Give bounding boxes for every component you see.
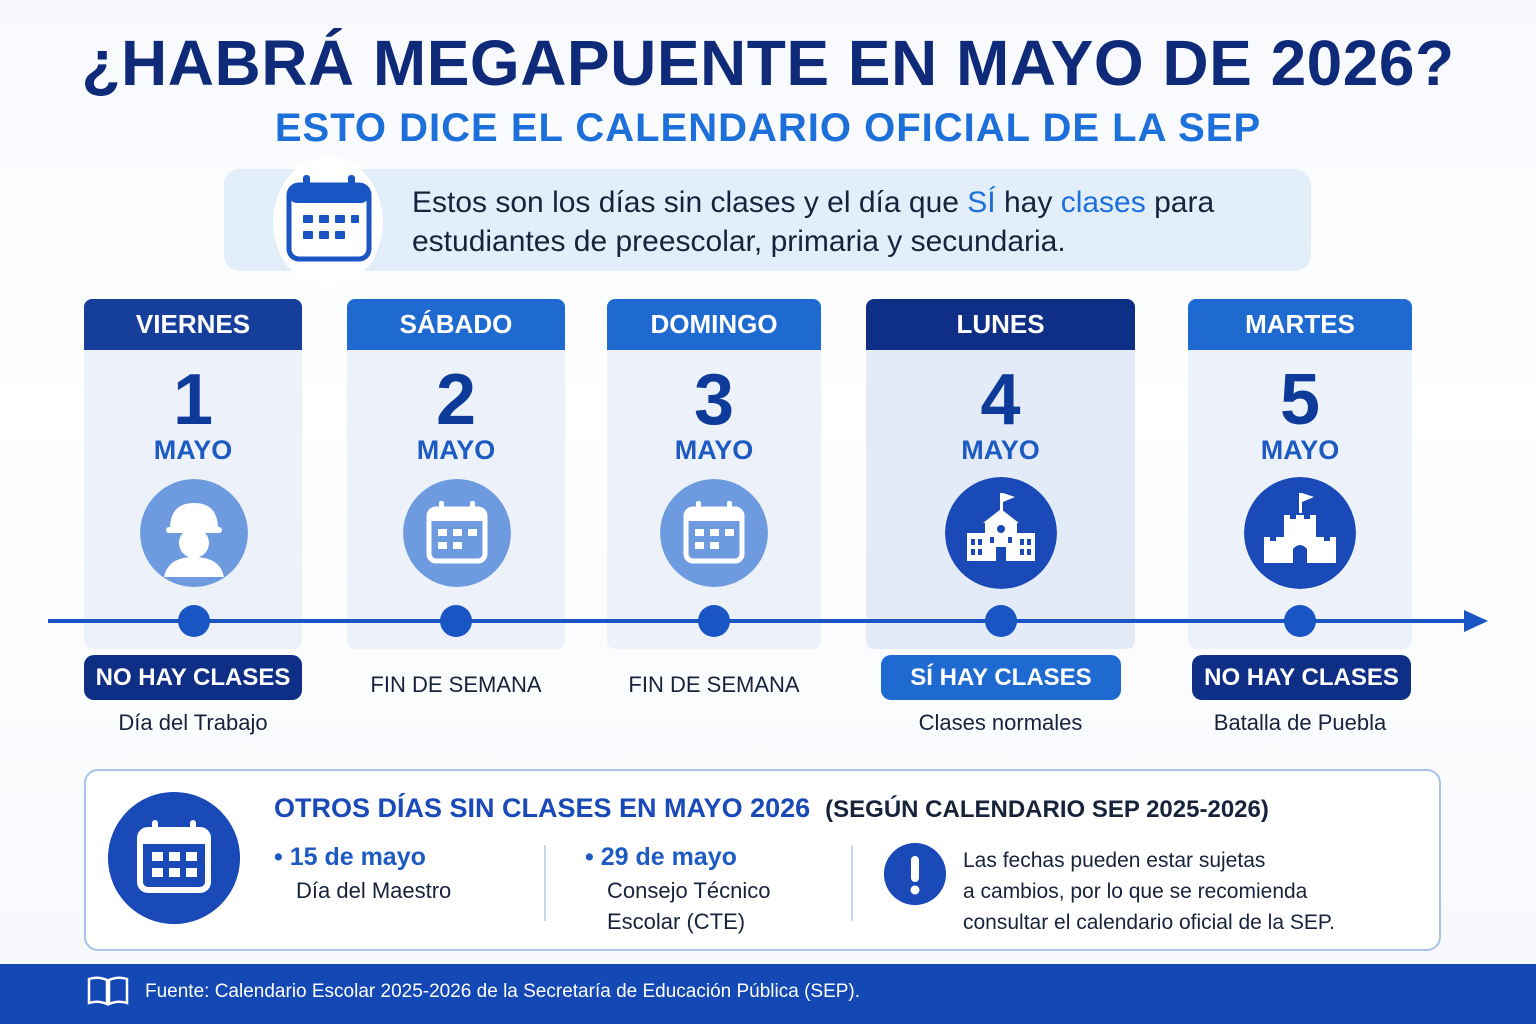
day-weekday: LUNES	[866, 299, 1135, 350]
other-day-desc: Consejo Técnico Escolar (CTE)	[607, 875, 770, 937]
other-days-title-main: OTROS DÍAS SIN CLASES EN MAYO 2026	[274, 793, 811, 823]
intro-highlight: clases	[1060, 186, 1146, 219]
intro-text: Estos son los días sin clases y el día q…	[412, 183, 1292, 261]
day-card-5: MARTES 5 MAYO	[1188, 299, 1412, 649]
timeline-dot	[1284, 605, 1316, 637]
book-icon	[87, 976, 129, 1006]
intro-text-part: para	[1145, 186, 1215, 219]
day-caption: Batalla de Puebla	[1213, 710, 1387, 735]
other-days-box	[84, 769, 1441, 951]
day-number: 4	[980, 360, 1021, 440]
calendar-icon	[660, 479, 768, 587]
castle-icon	[1244, 477, 1356, 589]
other-day-desc-line: Escolar (CTE)	[607, 909, 746, 934]
day-caption: Día del Trabajo	[118, 710, 268, 735]
page-subtitle: ESTO DICE EL CALENDARIO OFICIAL DE LA SE…	[274, 106, 1262, 150]
note-line: consultar el calendario oficial de la SE…	[963, 911, 1336, 934]
other-day-date-text: 29 de mayo	[600, 843, 737, 871]
note-line: a cambios, por lo que se recomienda	[963, 880, 1308, 903]
calendar-icon	[403, 479, 511, 587]
day-number: 2	[435, 360, 477, 440]
status-text: FIN DE SEMANA	[628, 672, 800, 697]
other-day-desc: Día del Maestro	[296, 878, 452, 903]
footer-bar	[0, 964, 1536, 1024]
timeline-dot	[698, 605, 730, 637]
day-weekday: DOMINGO	[607, 299, 821, 350]
day-weekday: SÁBADO	[347, 299, 565, 350]
day-weekday: MARTES	[1188, 299, 1412, 350]
source-text: Fuente: Calendario Escolar 2025-2026 de …	[145, 981, 861, 1002]
day-card-4: LUNES 4 MAYO	[866, 299, 1135, 649]
day-number: 3	[693, 360, 735, 440]
day-number: 5	[1279, 360, 1321, 440]
other-day-desc-line: Consejo Técnico	[607, 878, 771, 903]
school-icon	[945, 477, 1057, 589]
status-badge: SÍ HAY CLASES	[881, 655, 1121, 700]
day-card-1: VIERNES 1 MAYO	[84, 299, 302, 649]
page-title: ¿HABRÁ MEGAPUENTE EN MAYO DE 2026?	[81, 27, 1455, 99]
day-card-body	[607, 299, 821, 649]
intro-text-part: Estos son los días sin clases y el día q…	[412, 186, 968, 219]
intro-text-line2: estudiantes de preescolar, primaria y se…	[412, 225, 1066, 258]
day-weekday: VIERNES	[84, 299, 302, 350]
timeline-line	[48, 619, 1470, 623]
worker-icon	[140, 479, 248, 587]
other-days-title-note: (SEGÚN CALENDARIO SEP 2025-2026)	[825, 796, 1269, 823]
day-month: MAYO	[674, 435, 754, 465]
warning-icon	[884, 843, 946, 905]
day-month: MAYO	[1260, 435, 1340, 465]
divider	[851, 845, 853, 921]
calendar-icon	[286, 175, 372, 262]
divider	[544, 845, 546, 921]
day-card-body	[866, 299, 1135, 649]
other-day-date-text: 15 de mayo	[289, 843, 426, 871]
intro-text-part: hay	[995, 186, 1061, 219]
day-card-body	[84, 299, 302, 649]
other-day-date: • 15 de mayo	[274, 843, 426, 871]
timeline-dot	[178, 605, 210, 637]
calendar-icon	[108, 792, 240, 924]
status-badge: NO HAY CLASES	[84, 655, 302, 700]
day-number: 1	[172, 360, 214, 440]
day-month: MAYO	[416, 435, 496, 465]
timeline-arrow-icon	[1464, 610, 1488, 632]
day-card-body	[1188, 299, 1412, 649]
disclaimer-note: Las fechas pueden estar sujetas a cambio…	[963, 845, 1403, 938]
timeline-dot	[440, 605, 472, 637]
intro-banner	[224, 169, 1311, 271]
status-badge: NO HAY CLASES	[1192, 655, 1411, 700]
other-day-date: • 29 de mayo	[585, 843, 737, 871]
day-month: MAYO	[153, 435, 233, 465]
day-month: MAYO	[961, 435, 1040, 465]
day-caption: Clases normales	[918, 710, 1083, 735]
day-card-body	[347, 299, 565, 649]
day-card-2: SÁBADO 2 MAYO	[347, 299, 565, 649]
other-days-title: OTROS DÍAS SIN CLASES EN MAYO 2026 (SEGÚ…	[274, 793, 1269, 824]
day-card-3: DOMINGO 3 MAYO	[607, 299, 821, 649]
status-text: FIN DE SEMANA	[370, 672, 542, 697]
intro-highlight: SÍ	[967, 186, 996, 219]
timeline-dot	[985, 605, 1017, 637]
note-line: Las fechas pueden estar sujetas	[963, 849, 1266, 872]
